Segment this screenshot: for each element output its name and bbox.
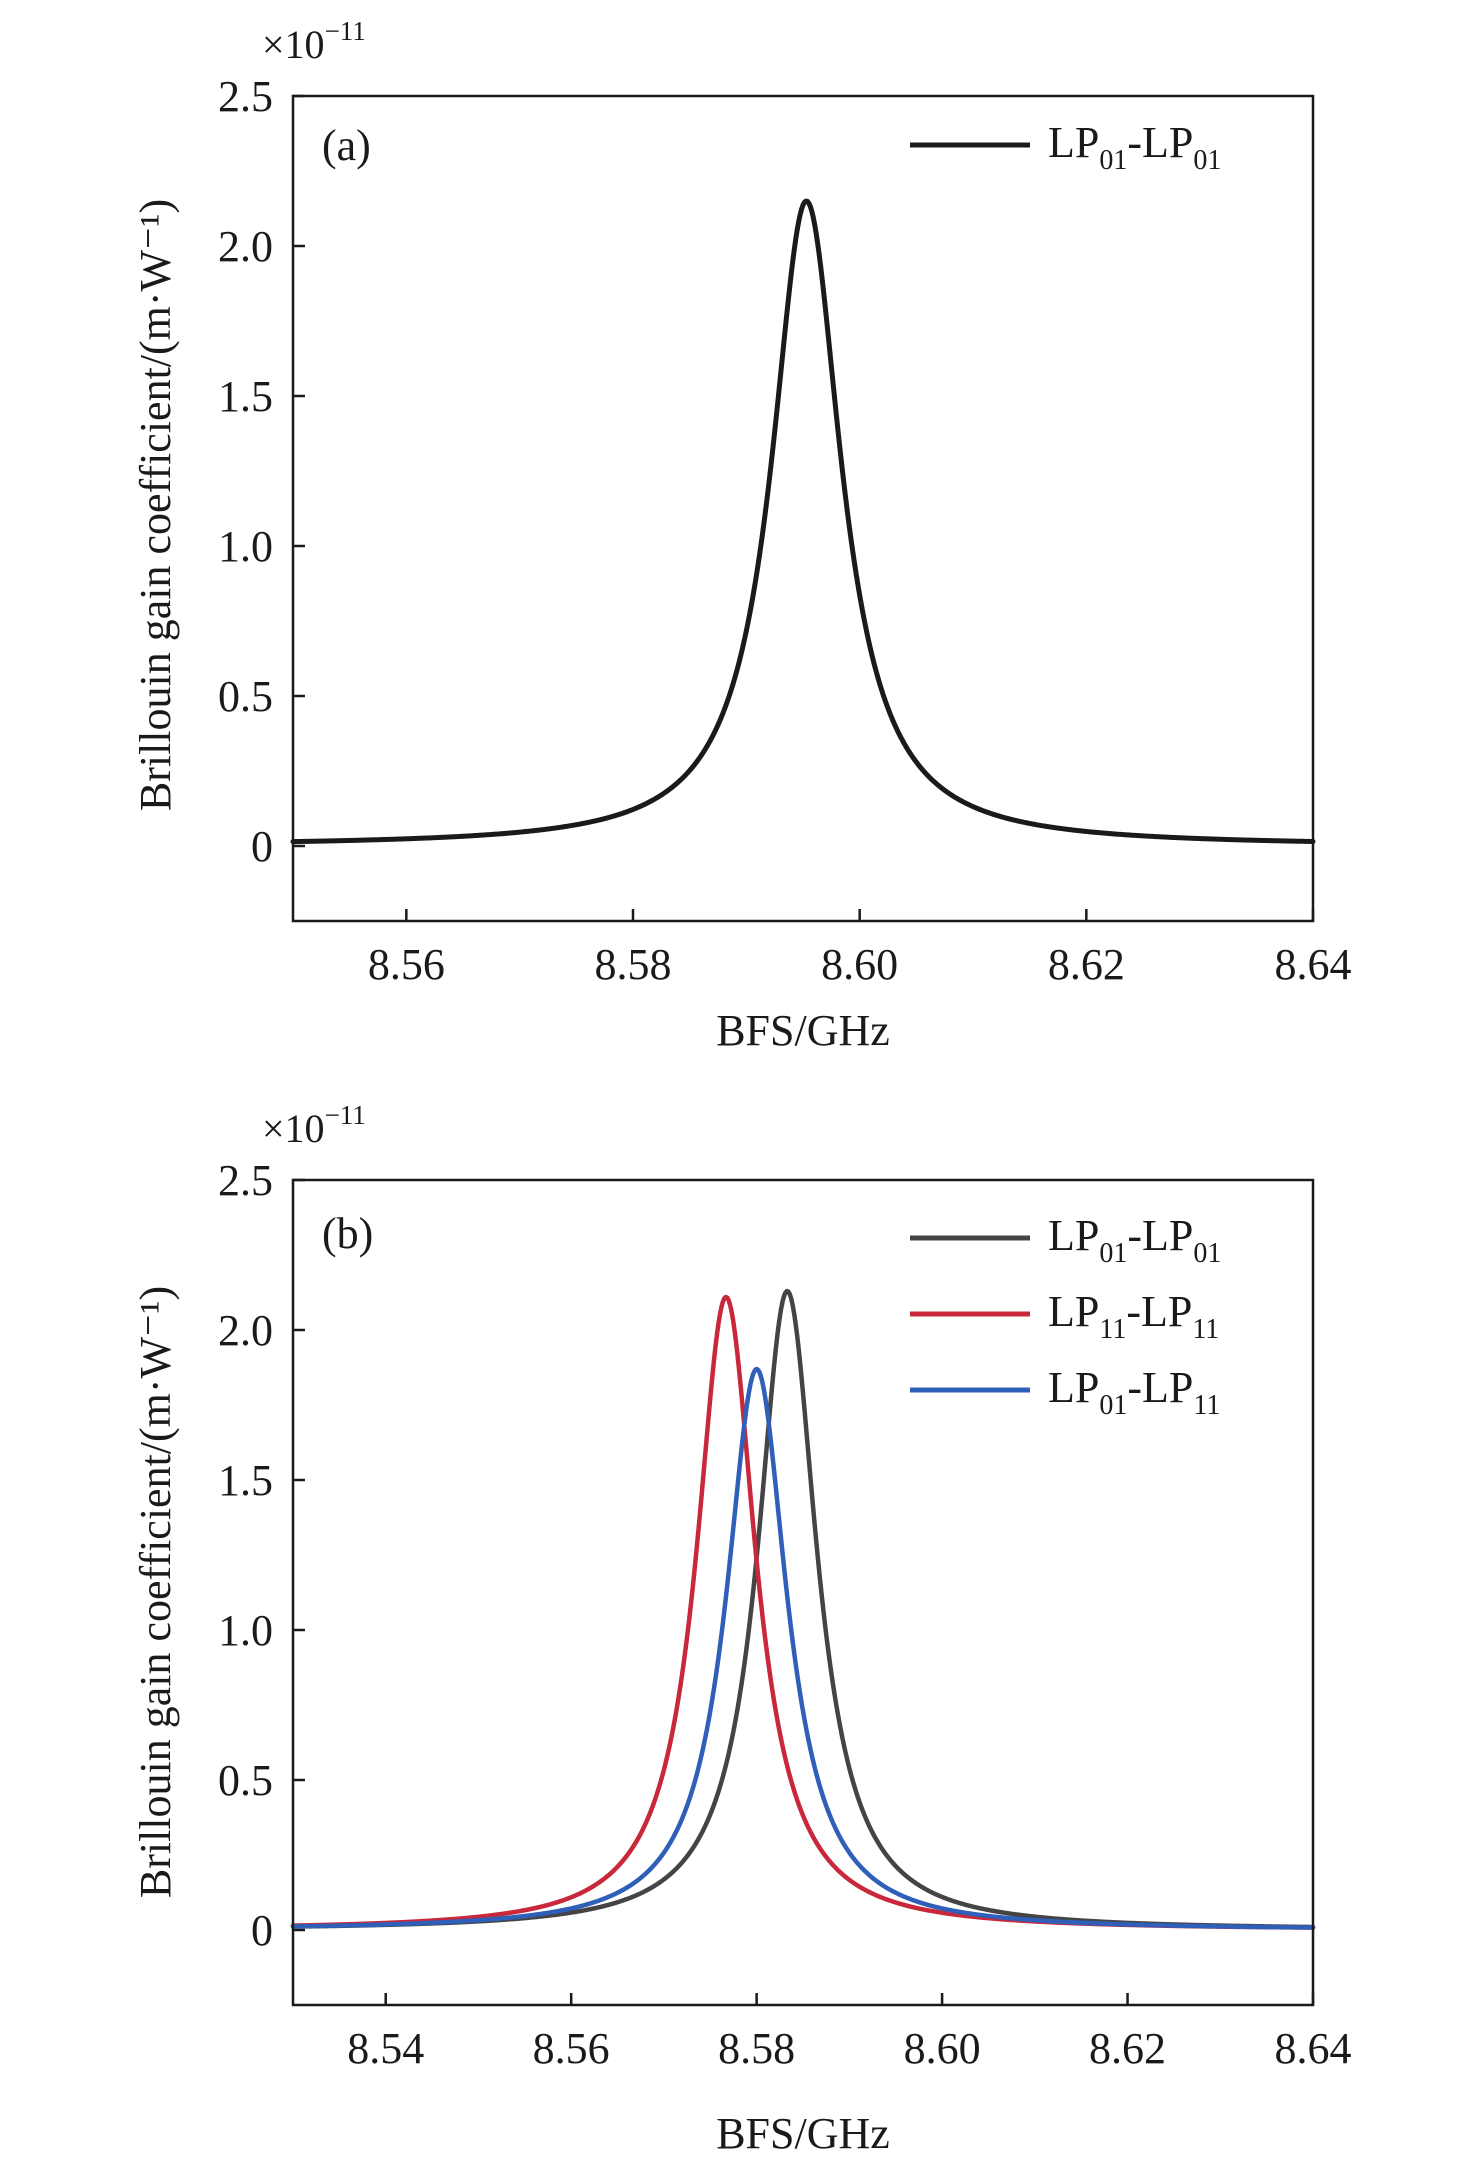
x-tick-label-a-2: 8.60 (821, 940, 898, 989)
y-axis-label-a: Brillouin gain coefficient/(m·W⁻¹) (131, 199, 180, 811)
x-tick-label-b-3: 8.60 (904, 2024, 981, 2073)
legend-label-a-0: LP01-LP01 (1048, 118, 1221, 176)
y-tick-label-b-1: 0.5 (218, 1756, 273, 1805)
x-tick-label-a-3: 8.62 (1048, 940, 1125, 989)
chart-panel-a: ×10−11 Brillouin gain coefficient/(m·W⁻¹… (131, 16, 1352, 1055)
legend-b: LP01-LP01 LP11-LP11 LP01-LP11 (910, 1211, 1221, 1421)
y-tick-label-b-4: 2.0 (218, 1306, 273, 1355)
y-scale-exponent-a: −11 (325, 16, 366, 46)
y-tick-label-a-5: 2.5 (218, 72, 273, 121)
y-tick-label-a-1: 0.5 (218, 672, 273, 721)
x-axis-label-a: BFS/GHz (716, 1006, 890, 1055)
panel-label-a: (a) (322, 121, 371, 170)
plot-frame-b (291, 1178, 1315, 2007)
x-tick-label-b-1: 8.56 (533, 2024, 610, 2073)
legend-label-b-2: LP01-LP11 (1048, 1363, 1220, 1421)
x-tick-label-a-0: 8.56 (368, 940, 445, 989)
plot-frame-a (291, 94, 1315, 923)
x-axis-label-b: BFS/GHz (716, 2109, 890, 2158)
y-tick-label-b-2: 1.0 (218, 1606, 273, 1655)
y-axis-label-b: Brillouin gain coefficient/(m·W⁻¹) (131, 1286, 180, 1898)
panel-label-b: (b) (322, 1209, 373, 1258)
legend-label-b-1: LP11-LP11 (1048, 1287, 1219, 1345)
series-line-a-lp01-lp01 (290, 198, 1316, 845)
x-tick-label-a-1: 8.58 (595, 940, 672, 989)
y-tick-label-b-5: 2.5 (218, 1156, 273, 1205)
y-tick-label-b-0: 0 (251, 1906, 273, 1955)
legend-label-b-0: LP01-LP01 (1048, 1211, 1221, 1269)
plot-lines-b (290, 1288, 1316, 1930)
y-tick-label-b-3: 1.5 (218, 1456, 273, 1505)
y-scale-label-b: ×10−11 (262, 1100, 366, 1151)
plot-lines-a (290, 198, 1316, 845)
x-tick-label-b-4: 8.62 (1089, 2024, 1166, 2073)
y-scale-label-a: ×10−11 (262, 16, 366, 67)
axis-ticks-a: 8.56 8.58 8.60 8.62 8.64 0 0.5 1.0 1.5 2.0 2.5 (218, 72, 1352, 989)
x-tick-label-a-4: 8.64 (1275, 940, 1352, 989)
chart-panel-b: ×10−11 Brillouin gain coefficient/(m·W⁻¹… (131, 1100, 1352, 2158)
x-tick-label-b-0: 8.54 (347, 2024, 424, 2073)
x-tick-label-b-5: 8.64 (1275, 2024, 1352, 2073)
axis-ticks-b: 8.54 8.56 8.58 8.60 8.62 8.64 0 0.5 1.0 1.5 2.0 2.5 (218, 1156, 1352, 2073)
y-tick-label-a-3: 1.5 (218, 372, 273, 421)
y-tick-label-a-2: 1.0 (218, 522, 273, 571)
x-tick-label-b-2: 8.58 (718, 2024, 795, 2073)
y-tick-label-a-0: 0 (251, 822, 273, 871)
y-tick-label-a-4: 2.0 (218, 222, 273, 271)
y-scale-exponent-b: −11 (325, 1100, 366, 1130)
legend-a: LP01-LP01 (910, 118, 1221, 176)
series-line-b-lp01-lp11 (290, 1366, 1316, 1930)
